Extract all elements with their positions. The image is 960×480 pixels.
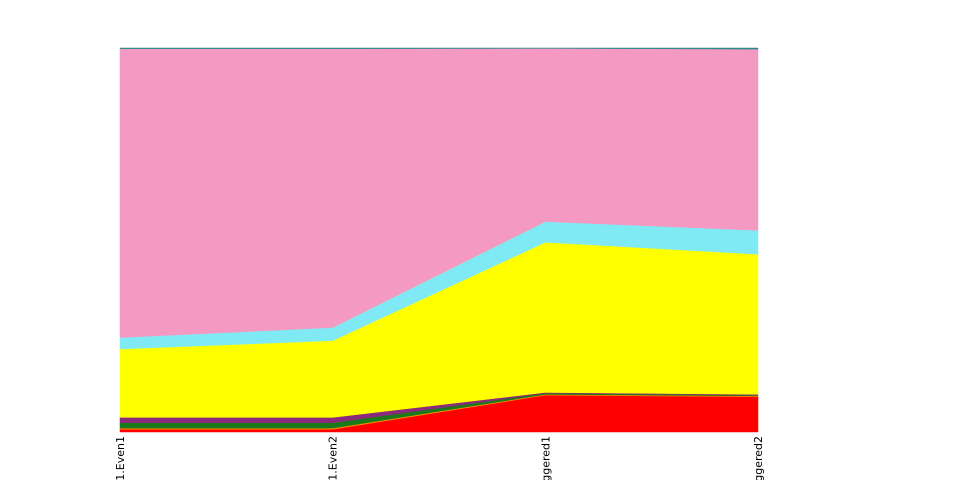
area-layers	[119, 47, 759, 433]
x-tick-label: 1.Even1	[114, 436, 127, 480]
x-tick-label: ggered1	[539, 436, 552, 480]
x-axis-ticks: 1.Even1 1.Even2 ggered1 ggered2	[114, 436, 765, 480]
x-tick-label: 1.Even2	[327, 436, 340, 480]
area-series-8	[119, 47, 759, 50]
x-tick-label: ggered2	[752, 436, 765, 480]
